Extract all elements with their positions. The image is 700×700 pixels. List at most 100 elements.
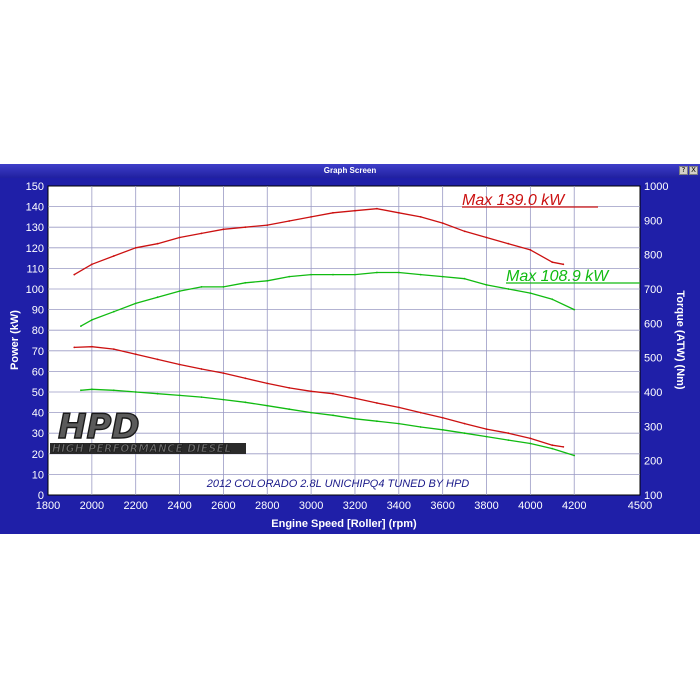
- annotation-max-power-green: Max 108.9 kW: [506, 268, 640, 285]
- help-button[interactable]: ?: [679, 166, 688, 175]
- y-tick-label: 80: [32, 325, 44, 337]
- chart-subtitle: 2012 COLORADO 2.8L UNICHIPQ4 TUNED BY HP…: [206, 478, 470, 490]
- series-point: [529, 442, 532, 445]
- series-point: [266, 279, 269, 282]
- series-point: [112, 255, 115, 257]
- y-tick-label: 0: [38, 490, 44, 502]
- series-point: [507, 288, 510, 290]
- series-point: [551, 261, 554, 264]
- y-tick-label: 20: [32, 449, 44, 461]
- series-point: [507, 439, 510, 441]
- x-tick-label: 3800: [474, 500, 498, 512]
- series-point: [222, 372, 225, 374]
- title-bar: Graph Screen ? X: [0, 164, 700, 178]
- series-point: [200, 368, 203, 370]
- series-point: [112, 348, 115, 350]
- series-point: [91, 345, 93, 348]
- y-tick-label: 10: [32, 469, 44, 481]
- series-point: [134, 246, 137, 249]
- series-point: [529, 249, 532, 251]
- x-tick-label: 4500: [628, 500, 652, 512]
- series-point: [288, 408, 291, 411]
- window-title: Graph Screen: [323, 166, 377, 175]
- series-point: [178, 394, 181, 397]
- y2-axis-label: Torque (ATW) (Nm): [674, 290, 686, 390]
- series-point: [332, 211, 334, 214]
- series-point: [200, 396, 203, 398]
- series-point: [441, 222, 444, 225]
- series-point: [244, 377, 247, 380]
- series-point: [441, 416, 444, 419]
- series-point: [419, 273, 422, 276]
- series-point: [288, 220, 291, 222]
- x-tick-label: 3600: [430, 500, 454, 512]
- series-point: [485, 435, 488, 438]
- series-point: [200, 286, 203, 288]
- series-point: [244, 226, 247, 229]
- series-point: [156, 358, 159, 361]
- series-point: [156, 242, 159, 245]
- series-point: [354, 273, 356, 276]
- x-tick-label: 2400: [167, 500, 191, 512]
- series-point: [156, 392, 159, 395]
- series-point: [288, 387, 291, 389]
- x-tick-label: 2800: [255, 500, 279, 512]
- series-point: [397, 271, 400, 274]
- series-point: [73, 346, 76, 349]
- series-point: [222, 286, 225, 288]
- series-point: [551, 444, 554, 447]
- series-point: [266, 224, 269, 227]
- series-point: [310, 216, 312, 218]
- series-point: [573, 454, 576, 457]
- y2-tick-label: 400: [644, 387, 662, 399]
- series-point: [551, 298, 554, 301]
- x-tick-label: 3400: [387, 500, 411, 512]
- hpd-logo: HPD HIGH PERFORMANCE DIESEL: [50, 406, 246, 455]
- bottom-axis-ticks: 1800 2000 2200 2400 2600 2800 3000 3200 3400 3600…: [36, 500, 652, 512]
- series-point: [354, 397, 356, 400]
- series-point: [80, 325, 82, 327]
- y-tick-label: 60: [32, 366, 44, 378]
- series-point: [178, 290, 181, 292]
- y-tick-label: 120: [26, 243, 44, 255]
- series-point: [288, 275, 291, 278]
- logo-band: [50, 443, 246, 454]
- y2-tick-label: 800: [644, 250, 662, 262]
- left-axis-ticks: 0 10 20 30 40 50 60 70 80 90 100 110 120 130 140 150: [26, 181, 44, 502]
- y2-tick-label: 900: [644, 215, 662, 227]
- series-point: [376, 420, 378, 423]
- x-tick-label: 1800: [36, 500, 60, 512]
- series-point: [376, 207, 378, 210]
- x-tick-label: 4200: [562, 500, 586, 512]
- series-point: [485, 428, 488, 430]
- close-button[interactable]: X: [689, 166, 698, 175]
- y-tick-label: 40: [32, 408, 44, 420]
- logo-text: HPD: [58, 407, 140, 447]
- series-line-torque-3: [80, 388, 575, 457]
- series-point: [463, 422, 466, 425]
- y-tick-label: 110: [26, 263, 44, 275]
- series-point: [73, 273, 76, 276]
- logo-tagline: HIGH PERFORMANCE DIESEL: [52, 443, 232, 455]
- right-axis-ticks: 100 200 300 400 500 600 700 800 900 1000: [644, 181, 668, 502]
- series-point: [134, 302, 137, 305]
- y2-tick-label: 300: [644, 421, 662, 433]
- series-point: [156, 296, 159, 299]
- series-line-power-1: [80, 271, 575, 327]
- series-point: [551, 447, 554, 450]
- series-point: [266, 382, 269, 385]
- series-point: [463, 230, 466, 233]
- series-point: [112, 389, 115, 392]
- series-point: [244, 401, 247, 404]
- y2-tick-label: 600: [644, 318, 662, 330]
- series-point: [332, 273, 334, 276]
- series-point: [332, 414, 334, 417]
- window-controls: ? X: [678, 166, 698, 176]
- x-tick-label: 2600: [211, 500, 235, 512]
- series-point: [134, 391, 137, 393]
- series-point: [562, 446, 565, 448]
- series-point: [397, 406, 400, 409]
- x-tick-label: 2200: [123, 500, 147, 512]
- y2-tick-label: 700: [644, 284, 662, 296]
- series-point: [397, 211, 400, 214]
